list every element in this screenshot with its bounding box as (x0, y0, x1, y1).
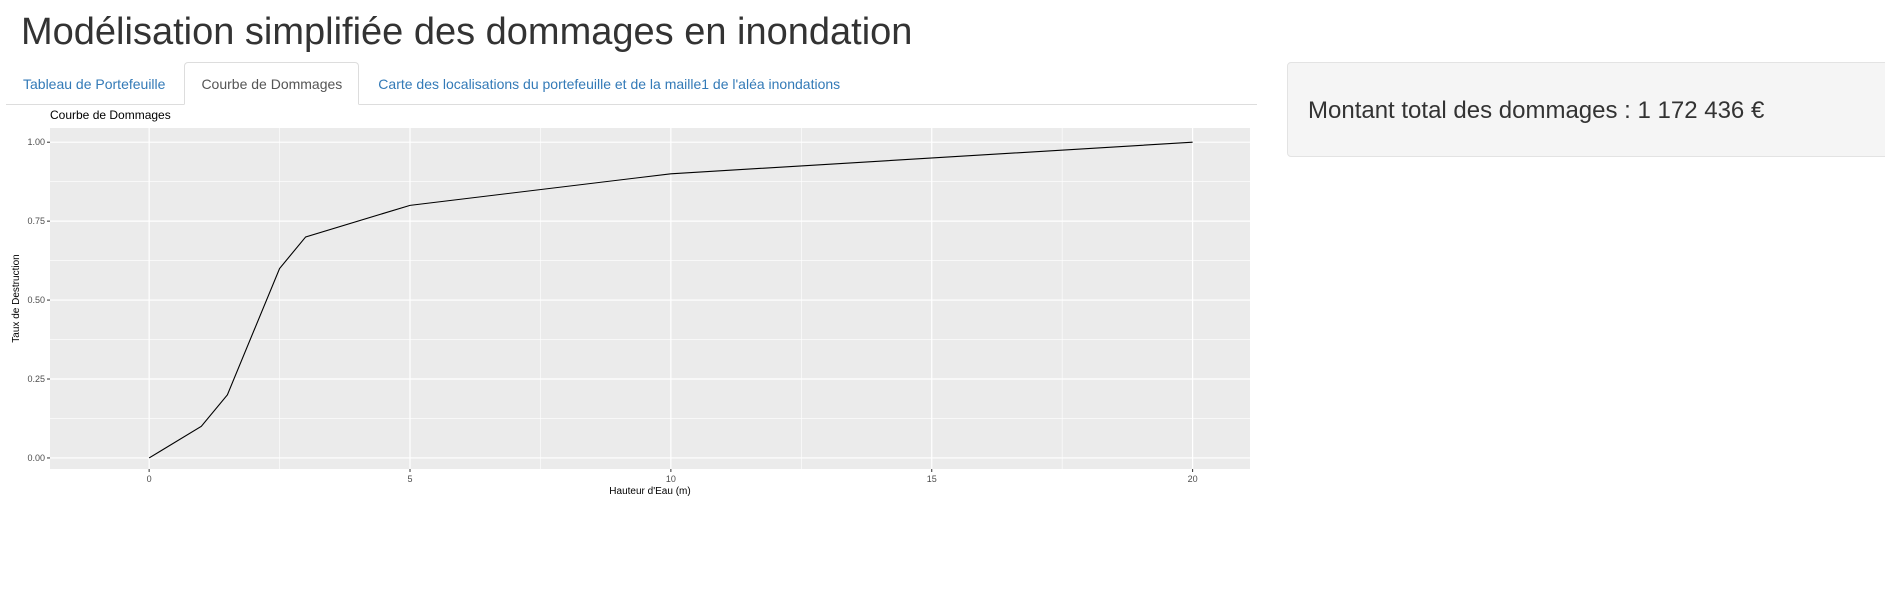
damage-curve-plot: 0 5 10 15 20 0.00 0.25 0.50 0.75 1.00 Courbe de Do… (6, 106, 1257, 506)
x-axis-title: Hauteur d'Eau (m) (609, 486, 690, 497)
y-tick-label: 0.75 (27, 216, 45, 226)
x-tick-label: 5 (407, 474, 412, 484)
tab-tableau-portefeuille[interactable]: Tableau de Portefeuille (23, 76, 166, 92)
tab-courbe-dommages[interactable]: Courbe de Dommages (184, 62, 360, 105)
tab-bar: Tableau de Portefeuille Courbe de Dommag… (6, 62, 1257, 105)
x-tick-label: 0 (147, 474, 152, 484)
damage-curve-line (148, 141, 1193, 459)
y-axis-title: Taux de Destruction (11, 254, 22, 342)
chart-title: Courbe de Dommages (50, 108, 171, 122)
x-tick-label: 15 (927, 474, 937, 484)
x-tick-label: 20 (1188, 474, 1198, 484)
damage-curve-chart: 0 5 10 15 20 0.00 0.25 0.50 0.75 1.00 Courbe de Do… (11, 108, 1250, 497)
total-damage-amount: Montant total des dommages : 1 172 436 € (1308, 97, 1765, 124)
page-title: Modélisation simplifiée des dommages en … (21, 11, 913, 53)
y-tick-label: 0.25 (27, 374, 45, 384)
plot-panel (50, 128, 1250, 469)
tab-carte-localisations[interactable]: Carte des localisations du portefeuille … (378, 76, 841, 92)
x-tick-label: 10 (666, 474, 676, 484)
y-tick-label: 0.50 (27, 295, 45, 305)
y-tick-label: 0.00 (27, 453, 45, 463)
summary-panel: Montant total des dommages : 1 172 436 € (1287, 62, 1885, 157)
y-tick-label: 1.00 (27, 137, 45, 147)
